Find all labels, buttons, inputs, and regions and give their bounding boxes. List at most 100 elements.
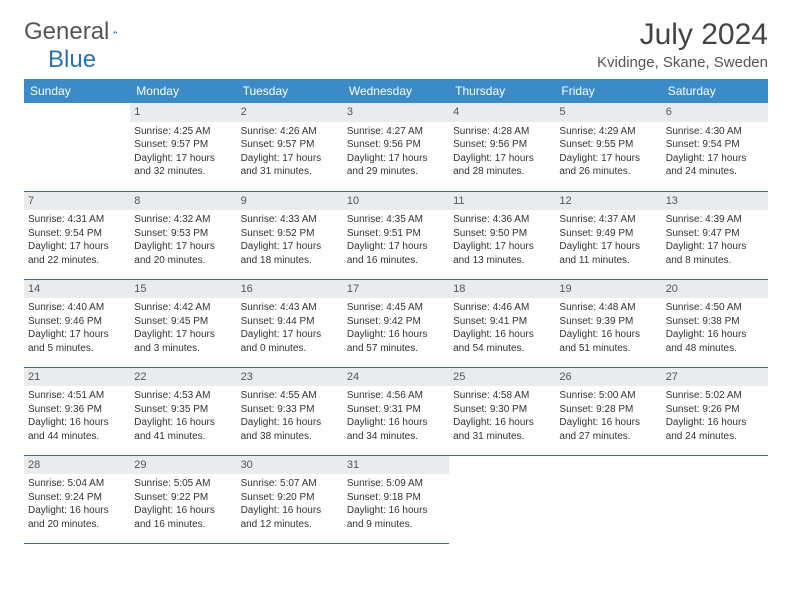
logo-text-2: Blue <box>48 46 96 74</box>
day-number: 6 <box>662 103 768 122</box>
sunset-text: Sunset: 9:57 PM <box>241 138 339 152</box>
sunrise-text: Sunrise: 5:07 AM <box>241 477 339 491</box>
calendar-cell: 24Sunrise: 4:56 AMSunset: 9:31 PMDayligh… <box>343 367 449 455</box>
sunset-text: Sunset: 9:31 PM <box>347 403 445 417</box>
sunset-text: Sunset: 9:42 PM <box>347 315 445 329</box>
day-number: 13 <box>662 192 768 211</box>
calendar-cell: 22Sunrise: 4:53 AMSunset: 9:35 PMDayligh… <box>130 367 236 455</box>
calendar-cell: 13Sunrise: 4:39 AMSunset: 9:47 PMDayligh… <box>662 191 768 279</box>
sunrise-text: Sunrise: 4:31 AM <box>28 213 126 227</box>
sunset-text: Sunset: 9:44 PM <box>241 315 339 329</box>
sunset-text: Sunset: 9:41 PM <box>453 315 551 329</box>
calendar-cell: 28Sunrise: 5:04 AMSunset: 9:24 PMDayligh… <box>24 455 130 543</box>
sunset-text: Sunset: 9:30 PM <box>453 403 551 417</box>
sunrise-text: Sunrise: 4:51 AM <box>28 389 126 403</box>
sunset-text: Sunset: 9:33 PM <box>241 403 339 417</box>
day-number: 15 <box>130 280 236 299</box>
daylight-text: Daylight: 17 hours and 13 minutes. <box>453 240 551 267</box>
daylight-text: Daylight: 16 hours and 12 minutes. <box>241 504 339 531</box>
sunset-text: Sunset: 9:36 PM <box>28 403 126 417</box>
day-number: 20 <box>662 280 768 299</box>
page-title: July 2024 <box>597 18 768 52</box>
sunrise-text: Sunrise: 5:00 AM <box>559 389 657 403</box>
calendar-cell <box>24 103 130 191</box>
sunrise-text: Sunrise: 4:25 AM <box>134 125 232 139</box>
day-number: 16 <box>237 280 343 299</box>
calendar-cell: 21 Sunrise: 4:51 AMSunset: 9:36 PMDayligh… <box>24 367 130 455</box>
sunrise-text: Sunrise: 4:56 AM <box>347 389 445 403</box>
sunset-text: Sunset: 9:54 PM <box>666 138 764 152</box>
calendar-cell: 16Sunrise: 4:43 AMSunset: 9:44 PMDayligh… <box>237 279 343 367</box>
day-number: 14 <box>24 280 130 299</box>
sunset-text: Sunset: 9:57 PM <box>134 138 232 152</box>
daylight-text: Daylight: 17 hours and 29 minutes. <box>347 152 445 179</box>
sunset-text: Sunset: 9:38 PM <box>666 315 764 329</box>
day-number: 28 <box>24 456 130 475</box>
sunrise-text: Sunrise: 4:28 AM <box>453 125 551 139</box>
sunrise-text: Sunrise: 4:39 AM <box>666 213 764 227</box>
daylight-text: Daylight: 17 hours and 32 minutes. <box>134 152 232 179</box>
sunrise-text: Sunrise: 4:40 AM <box>28 301 126 315</box>
logo: General <box>24 18 141 46</box>
day-number: 12 <box>555 192 661 211</box>
calendar-cell: 12Sunrise: 4:37 AMSunset: 9:49 PMDayligh… <box>555 191 661 279</box>
title-block: July 2024 Kvidinge, Skane, Sweden <box>597 18 768 71</box>
calendar-cell: 23Sunrise: 4:55 AMSunset: 9:33 PMDayligh… <box>237 367 343 455</box>
day-number: 1 <box>130 103 236 122</box>
weekday-header: Wednesday <box>343 79 449 103</box>
day-number: 5 <box>555 103 661 122</box>
calendar-cell: 15Sunrise: 4:42 AMSunset: 9:45 PMDayligh… <box>130 279 236 367</box>
sunset-text: Sunset: 9:49 PM <box>559 227 657 241</box>
day-number: 11 <box>449 192 555 211</box>
sunset-text: Sunset: 9:45 PM <box>134 315 232 329</box>
sunset-text: Sunset: 9:22 PM <box>134 491 232 505</box>
calendar-cell <box>555 455 661 543</box>
calendar-cell: 26Sunrise: 5:00 AMSunset: 9:28 PMDayligh… <box>555 367 661 455</box>
sunset-text: Sunset: 9:35 PM <box>134 403 232 417</box>
weekday-header: Tuesday <box>237 79 343 103</box>
weekday-header: Friday <box>555 79 661 103</box>
calendar-cell: 5Sunrise: 4:29 AMSunset: 9:55 PMDaylight… <box>555 103 661 191</box>
sunrise-text: Sunrise: 5:02 AM <box>666 389 764 403</box>
location: Kvidinge, Skane, Sweden <box>597 54 768 71</box>
daylight-text: Daylight: 16 hours and 44 minutes. <box>28 416 126 443</box>
day-number: 24 <box>343 368 449 387</box>
calendar-cell: 4Sunrise: 4:28 AMSunset: 9:56 PMDaylight… <box>449 103 555 191</box>
daylight-text: Daylight: 17 hours and 5 minutes. <box>28 328 126 355</box>
day-number: 21 <box>24 368 130 387</box>
sunset-text: Sunset: 9:56 PM <box>453 138 551 152</box>
calendar-cell <box>662 455 768 543</box>
day-number: 8 <box>130 192 236 211</box>
daylight-text: Daylight: 16 hours and 9 minutes. <box>347 504 445 531</box>
daylight-text: Daylight: 17 hours and 18 minutes. <box>241 240 339 267</box>
weekday-header: Saturday <box>662 79 768 103</box>
calendar-cell: 17Sunrise: 4:45 AMSunset: 9:42 PMDayligh… <box>343 279 449 367</box>
daylight-text: Daylight: 16 hours and 54 minutes. <box>453 328 551 355</box>
calendar-cell: 29Sunrise: 5:05 AMSunset: 9:22 PMDayligh… <box>130 455 236 543</box>
sunset-text: Sunset: 9:47 PM <box>666 227 764 241</box>
calendar-cell <box>449 455 555 543</box>
calendar-cell: 11Sunrise: 4:36 AMSunset: 9:50 PMDayligh… <box>449 191 555 279</box>
calendar-cell: 1 Sunrise: 4:25 AMSunset: 9:57 PMDaylight… <box>130 103 236 191</box>
sunset-text: Sunset: 9:26 PM <box>666 403 764 417</box>
sunrise-text: Sunrise: 5:05 AM <box>134 477 232 491</box>
calendar-table: SundayMondayTuesdayWednesdayThursdayFrid… <box>24 79 768 544</box>
daylight-text: Daylight: 16 hours and 38 minutes. <box>241 416 339 443</box>
sunrise-text: Sunrise: 4:43 AM <box>241 301 339 315</box>
sunrise-text: Sunrise: 4:32 AM <box>134 213 232 227</box>
calendar-cell: 30Sunrise: 5:07 AMSunset: 9:20 PMDayligh… <box>237 455 343 543</box>
weekday-header: Monday <box>130 79 236 103</box>
daylight-text: Daylight: 16 hours and 51 minutes. <box>559 328 657 355</box>
calendar-cell: 18Sunrise: 4:46 AMSunset: 9:41 PMDayligh… <box>449 279 555 367</box>
sail-icon <box>113 23 118 41</box>
calendar-header-row: SundayMondayTuesdayWednesdayThursdayFrid… <box>24 79 768 103</box>
day-number: 19 <box>555 280 661 299</box>
logo-text-1: General <box>24 18 109 46</box>
daylight-text: Daylight: 17 hours and 11 minutes. <box>559 240 657 267</box>
day-number: 18 <box>449 280 555 299</box>
daylight-text: Daylight: 16 hours and 31 minutes. <box>453 416 551 443</box>
sunset-text: Sunset: 9:18 PM <box>347 491 445 505</box>
daylight-text: Daylight: 17 hours and 28 minutes. <box>453 152 551 179</box>
weekday-header: Sunday <box>24 79 130 103</box>
sunrise-text: Sunrise: 4:55 AM <box>241 389 339 403</box>
